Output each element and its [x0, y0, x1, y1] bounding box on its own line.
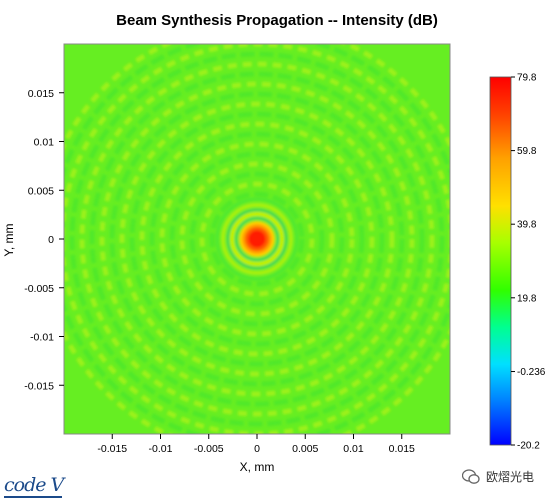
y-tick-label: 0.015: [28, 88, 54, 100]
watermark-text: 欧熠光电: [486, 470, 535, 484]
colorbar-tick-label: 59.8: [517, 146, 537, 157]
colorbar-tick-label: 79.8: [517, 73, 537, 84]
colorbar-tick-label: 19.8: [517, 293, 537, 304]
y-axis: 0.015 0.01 0.005 0 -0.005 -0.01 -0.015: [24, 88, 64, 392]
x-tick-label: -0.005: [194, 443, 224, 455]
x-axis: -0.015 -0.01 -0.005 0 0.005 0.01 0.015: [97, 434, 415, 455]
x-tick-label: 0.015: [389, 443, 415, 455]
colorbar-ticks: 79.8 59.8 39.8 19.8 -0.236 -20.2: [511, 73, 546, 452]
chart-title: Beam Synthesis Propagation -- Intensity …: [116, 12, 438, 29]
colorbar-tick-label: 39.8: [517, 220, 537, 231]
watermark: 欧熠光电: [461, 468, 535, 485]
colorbar: [489, 76, 512, 446]
wechat-icon: [461, 468, 480, 485]
x-tick-label: -0.01: [149, 443, 173, 455]
y-tick-label: -0.01: [30, 332, 54, 344]
x-tick-label: 0: [254, 443, 260, 455]
colorbar-tick-label: -20.2: [517, 441, 540, 452]
y-tick-label: 0.01: [34, 137, 55, 149]
colorbar-tick-label: -0.236: [517, 367, 546, 378]
y-axis-title: Y, mm: [2, 223, 16, 256]
codev-logo: code V: [4, 474, 64, 498]
x-tick-label: 0.005: [292, 443, 318, 455]
y-tick-label: -0.015: [24, 380, 54, 392]
heatmap-area: [64, 44, 450, 434]
x-tick-label: -0.015: [97, 443, 127, 455]
y-tick-label: 0: [48, 234, 54, 246]
y-tick-label: 0.005: [28, 185, 54, 197]
x-tick-label: 0.01: [343, 443, 364, 455]
y-tick-label: -0.005: [24, 283, 54, 295]
x-axis-title: X, mm: [240, 460, 275, 474]
